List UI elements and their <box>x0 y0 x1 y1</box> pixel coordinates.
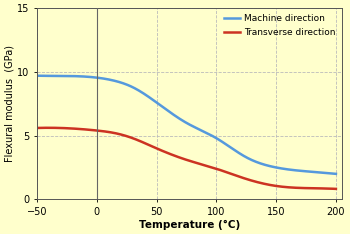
Y-axis label: Flexural modulus  (GPa): Flexural modulus (GPa) <box>4 45 14 162</box>
X-axis label: Temperature (°C): Temperature (°C) <box>139 220 240 230</box>
Legend: Machine direction, Transverse direction: Machine direction, Transverse direction <box>222 13 337 39</box>
Transverse direction <box>46 126 50 129</box>
Transverse direction <box>280 185 285 188</box>
Machine direction <box>327 172 331 175</box>
Transverse direction <box>179 157 183 160</box>
Machine direction <box>35 74 39 77</box>
Machine direction <box>177 117 181 120</box>
Machine direction <box>197 128 201 131</box>
Transverse direction <box>334 187 338 190</box>
Transverse direction <box>197 162 201 165</box>
Machine direction <box>178 118 183 121</box>
Transverse direction <box>214 167 218 170</box>
Line: Machine direction: Machine direction <box>37 76 336 174</box>
Machine direction <box>213 136 217 139</box>
Transverse direction <box>35 127 39 129</box>
Line: Transverse direction: Transverse direction <box>37 128 336 189</box>
Machine direction <box>280 167 284 170</box>
Transverse direction <box>327 187 331 190</box>
Transverse direction <box>177 156 182 159</box>
Machine direction <box>334 172 338 175</box>
